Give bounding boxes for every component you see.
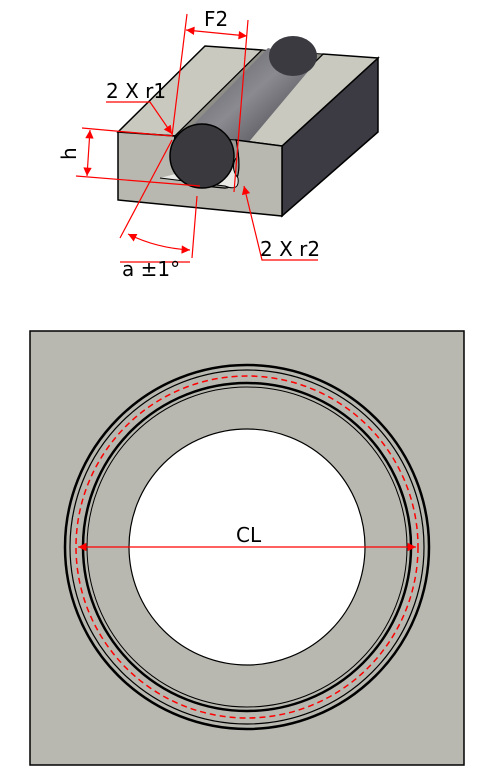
f2-dimension-line [185, 26, 248, 40]
r2-label: 2 X r2 [260, 237, 320, 261]
h-label: h [57, 147, 81, 160]
f2-extension-left [171, 13, 188, 137]
r1-leader [106, 101, 173, 135]
isometric-groove-view [116, 36, 380, 218]
angle-label: a ±1° [122, 257, 180, 281]
f2-extension-right [233, 19, 249, 193]
rod-front-end [169, 123, 235, 189]
h-dimension-line [83, 129, 94, 177]
angle-arc [127, 233, 191, 254]
h-extension-bottom [75, 175, 201, 187]
f2-label: F2 [204, 7, 228, 31]
angle-leg-right [191, 195, 198, 259]
groove-centerline [75, 375, 419, 719]
outer-groove-edge-inner [69, 369, 425, 725]
plan-view [29, 330, 465, 766]
h-extension-top [81, 127, 173, 137]
rod-far-end [269, 36, 317, 76]
outer-groove-edge [63, 363, 431, 731]
r1-label: 2 X r1 [106, 79, 166, 103]
r2-leader [241, 185, 318, 261]
top-dimensions [75, 13, 318, 263]
cl-label: CL [236, 523, 262, 547]
angle-leg-left [119, 139, 173, 239]
